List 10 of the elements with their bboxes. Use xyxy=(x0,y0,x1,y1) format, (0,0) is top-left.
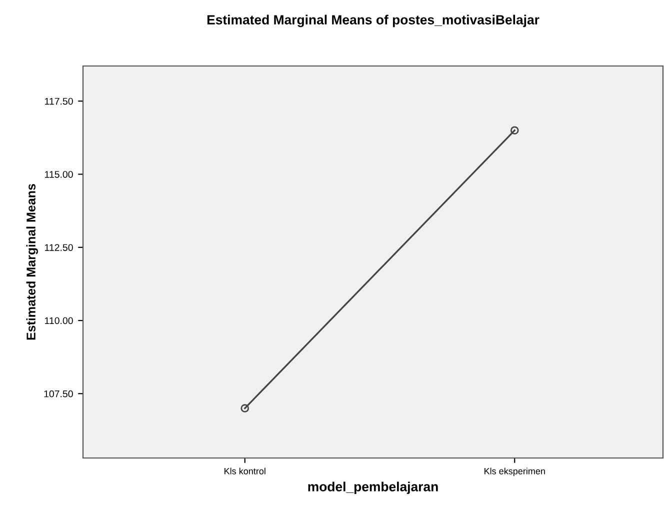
x-tick-label: Kls eksperimen xyxy=(484,468,545,476)
y-axis-title: Estimated Marginal Means xyxy=(26,184,38,340)
y-tick-label: 112.50 xyxy=(45,244,73,251)
y-tick-label: 110.00 xyxy=(45,317,73,324)
x-axis-title: model_pembelajaran xyxy=(308,482,438,494)
y-tick-label: 115.00 xyxy=(45,170,73,178)
chart-title: Estimated Marginal Means of postes_motivasiBelajar xyxy=(207,14,540,28)
y-tick-label: 117.50 xyxy=(45,98,73,105)
x-tick-label: Kls kontrol xyxy=(224,468,266,474)
y-tick-label: 107.50 xyxy=(44,390,73,398)
